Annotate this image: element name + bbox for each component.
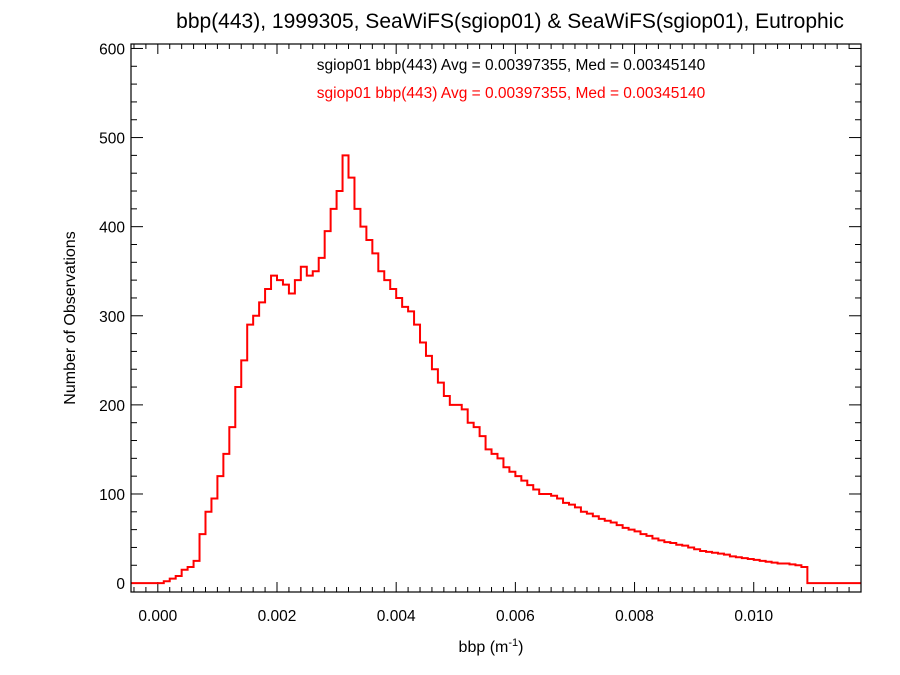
y-axis-ticks [131,47,861,584]
chart-title: bbp(443), 1999305, SeaWiFS(sgiop01) & Se… [176,10,844,33]
x-tick-label: 0.004 [377,608,416,625]
annotation-black: sgiop01 bbp(443) Avg = 0.00397355, Med =… [317,57,706,74]
y-tick-label: 200 [99,398,125,415]
y-axis-label: Number of Observations [62,231,79,404]
x-axis-label-superscript: -1 [508,637,518,649]
y-tick-label: 300 [99,309,125,326]
y-tick-label: 500 [99,131,125,148]
y-tick-label: 400 [99,220,125,237]
x-tick-label: 0.010 [734,608,773,625]
histogram-series-line [131,154,861,585]
plot-frame [130,43,862,593]
y-axis-tick-labels: 0 100 200 300 400 500 600 [99,41,125,593]
x-axis-ticks [133,44,850,592]
x-tick-label: 0.000 [138,608,177,625]
x-tick-label: 0.006 [496,608,535,625]
x-axis-label-suffix: ) [518,639,523,656]
y-tick-label: 600 [99,41,125,58]
annotation-red: sgiop01 bbp(443) Avg = 0.00397355, Med =… [317,85,706,102]
y-tick-label: 0 [116,576,125,593]
y-tick-label: 100 [99,487,125,504]
x-tick-label: 0.002 [258,608,297,625]
x-tick-label: 0.008 [615,608,654,625]
x-axis-label-main: bbp (m [459,639,509,656]
x-axis-label: bbp (m-1) [459,637,524,656]
x-axis-tick-labels: 0.000 0.002 0.004 0.006 0.008 0.010 [138,608,773,625]
